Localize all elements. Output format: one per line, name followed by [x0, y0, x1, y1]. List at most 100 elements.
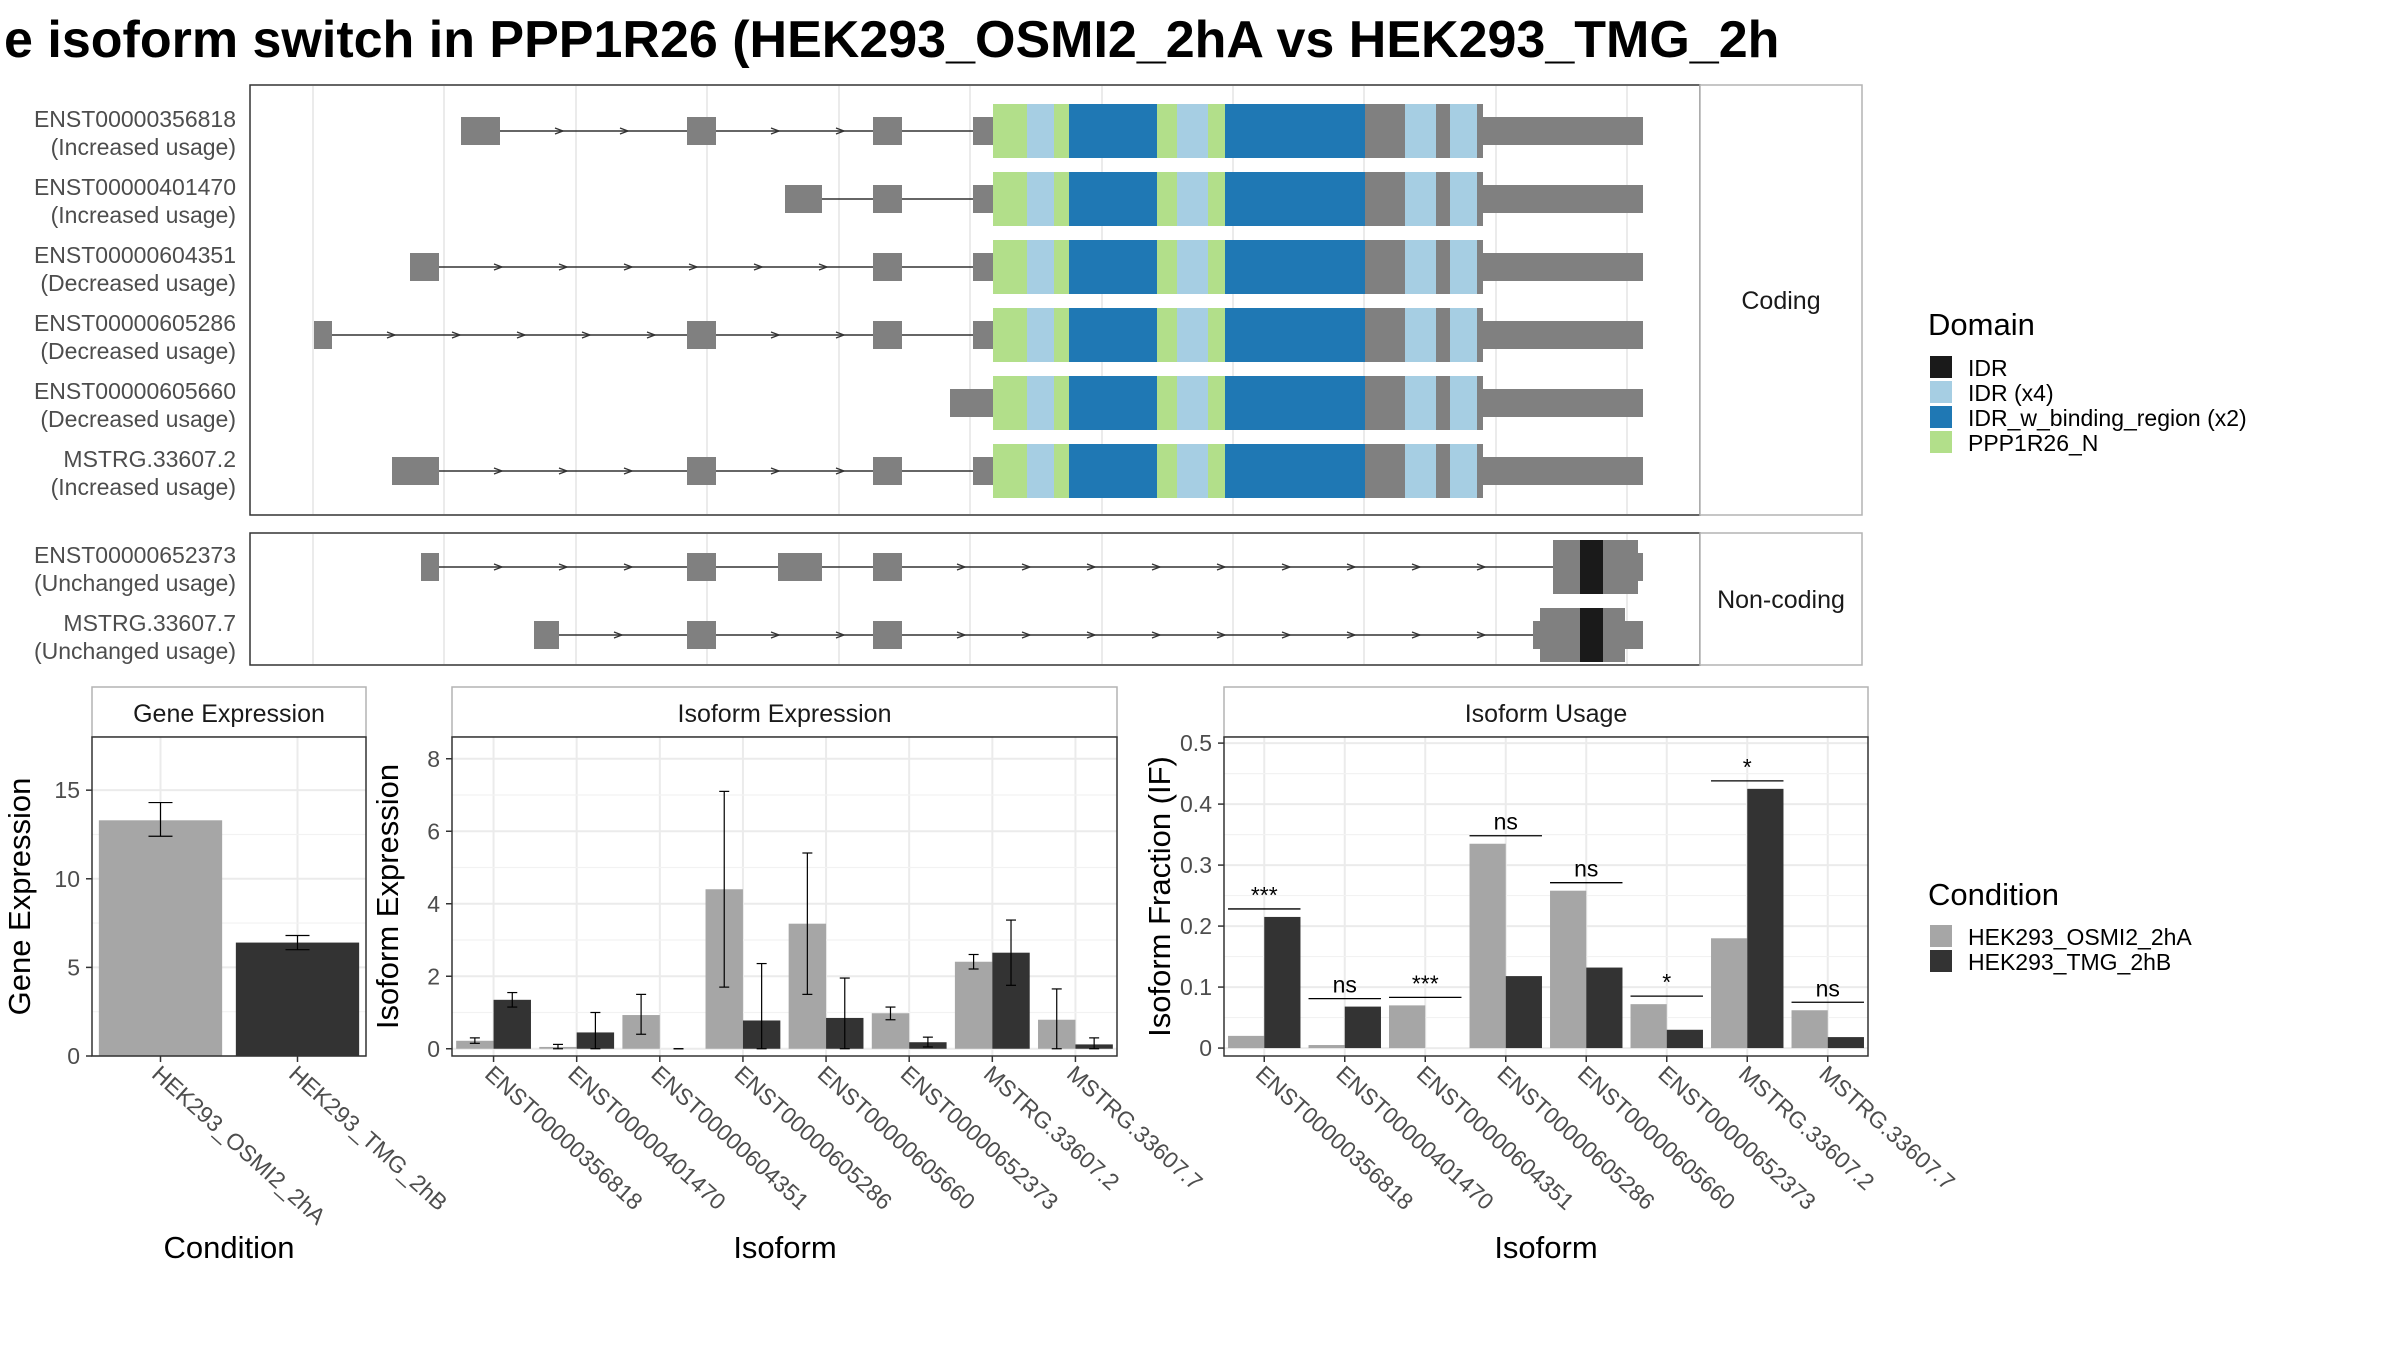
domain-block [1069, 376, 1157, 430]
domain-block [1054, 444, 1069, 498]
significance-label: * [1662, 969, 1671, 995]
y-tick-label: 10 [54, 866, 80, 892]
panel-title-strip [451, 686, 1118, 738]
domain-block [1208, 240, 1225, 294]
domain-block [1054, 104, 1069, 158]
intron-arrow [1021, 631, 1032, 639]
domain-block [1225, 240, 1365, 294]
noncoding-exon [687, 621, 716, 649]
intron-arrow [554, 127, 565, 135]
intron-arrow [1216, 631, 1227, 639]
noncoding-exon [873, 553, 902, 581]
legend-swatch-cond-a [1930, 925, 1952, 947]
y-tick-label: 0.4 [1180, 791, 1212, 817]
transcript-track [314, 308, 1643, 362]
transcript-track [461, 104, 1643, 158]
domain-block [1225, 376, 1365, 430]
y-tick-label: 2 [427, 963, 440, 989]
bar [1791, 1010, 1828, 1049]
intron-arrow [623, 467, 634, 475]
bar [1344, 1006, 1381, 1049]
intron-arrow [1476, 563, 1487, 571]
intron-arrow [613, 631, 624, 639]
panel-title: Gene Expression [133, 700, 325, 728]
transcript-usage-label: (Increased usage) [51, 134, 236, 160]
utr-exon [1483, 457, 1643, 485]
noncoding-panel [249, 532, 1701, 666]
legend-swatch-idr-binding [1930, 406, 1952, 428]
intron-arrow [386, 331, 397, 339]
utr-exon [1483, 185, 1643, 213]
bar [954, 961, 993, 1049]
bar [1505, 976, 1542, 1049]
utr-exon [973, 321, 993, 349]
figure-title: e isoform switch in PPP1R26 (HEK293_OSMI… [4, 11, 1779, 69]
utr-exon [461, 117, 500, 145]
intron-arrow [1151, 631, 1162, 639]
intron-arrow [516, 331, 527, 339]
domain-block [1450, 104, 1477, 158]
panel-title: Isoform Usage [1465, 700, 1628, 728]
noncoding-exon [687, 553, 716, 581]
transcript-id-label: ENST00000652373 [34, 542, 236, 568]
domain-block [1225, 444, 1365, 498]
noncoding-exon [873, 621, 902, 649]
y-tick-label: 0.5 [1180, 730, 1212, 756]
noncoding-exon [778, 553, 822, 581]
utr-exon [873, 253, 902, 281]
utr-exon [785, 185, 822, 213]
domain-block [1027, 240, 1054, 294]
domain-block [1027, 444, 1054, 498]
domain-block [1054, 308, 1069, 362]
transcript-id-label: MSTRG.33607.7 [63, 610, 236, 636]
domain-block [1157, 308, 1177, 362]
domain-block [1069, 308, 1157, 362]
intron-arrow [558, 263, 569, 271]
domain-block [1177, 104, 1208, 158]
domain-block [1069, 104, 1157, 158]
transcript-id-label: ENST00000401470 [34, 174, 236, 200]
y-axis-title: Isoform Expression [370, 764, 405, 1029]
x-tick-label: MSTRG.33607.2 [1734, 1060, 1880, 1195]
y-tick-label: 4 [427, 891, 440, 917]
domain-block [1405, 308, 1436, 362]
domain-block [1157, 104, 1177, 158]
domain-block [1157, 376, 1177, 430]
intron-arrow [558, 563, 569, 571]
intron-arrow [770, 631, 781, 639]
significance-label: * [1743, 754, 1752, 780]
intron-arrow [1346, 563, 1357, 571]
panel-border [91, 736, 367, 1057]
domain-block [1450, 308, 1477, 362]
y-tick-label: 5 [67, 954, 80, 980]
transcript-track [534, 608, 1643, 662]
intron-arrow [558, 467, 569, 475]
intron-arrow [1476, 631, 1487, 639]
bar [1827, 1037, 1864, 1049]
intron-arrow [753, 263, 764, 271]
coding-strip [1699, 84, 1863, 516]
intron-arrow [835, 631, 846, 639]
condition-legend-title: Condition [1928, 877, 2059, 912]
domain-block [1405, 376, 1436, 430]
utr-exon [1483, 389, 1643, 417]
domain-block [1208, 104, 1225, 158]
transcript-usage-label: (Unchanged usage) [34, 638, 236, 664]
intron-arrow [1281, 631, 1292, 639]
intron-arrow [493, 263, 504, 271]
y-tick-label: 8 [427, 746, 440, 772]
domain-block [1027, 172, 1054, 226]
domain-block [1450, 172, 1477, 226]
intron-arrow [818, 263, 829, 271]
intron-arrow [1281, 563, 1292, 571]
transcript-track [950, 376, 1643, 430]
domain-block [1177, 308, 1208, 362]
domain-block [1054, 240, 1069, 294]
domain-block [1580, 608, 1603, 662]
domain-block [1208, 172, 1225, 226]
intron-arrow [688, 263, 699, 271]
legend-label-idr-x4: IDR (x4) [1968, 380, 2054, 406]
utr-exon [973, 117, 993, 145]
domain-block [1027, 308, 1054, 362]
